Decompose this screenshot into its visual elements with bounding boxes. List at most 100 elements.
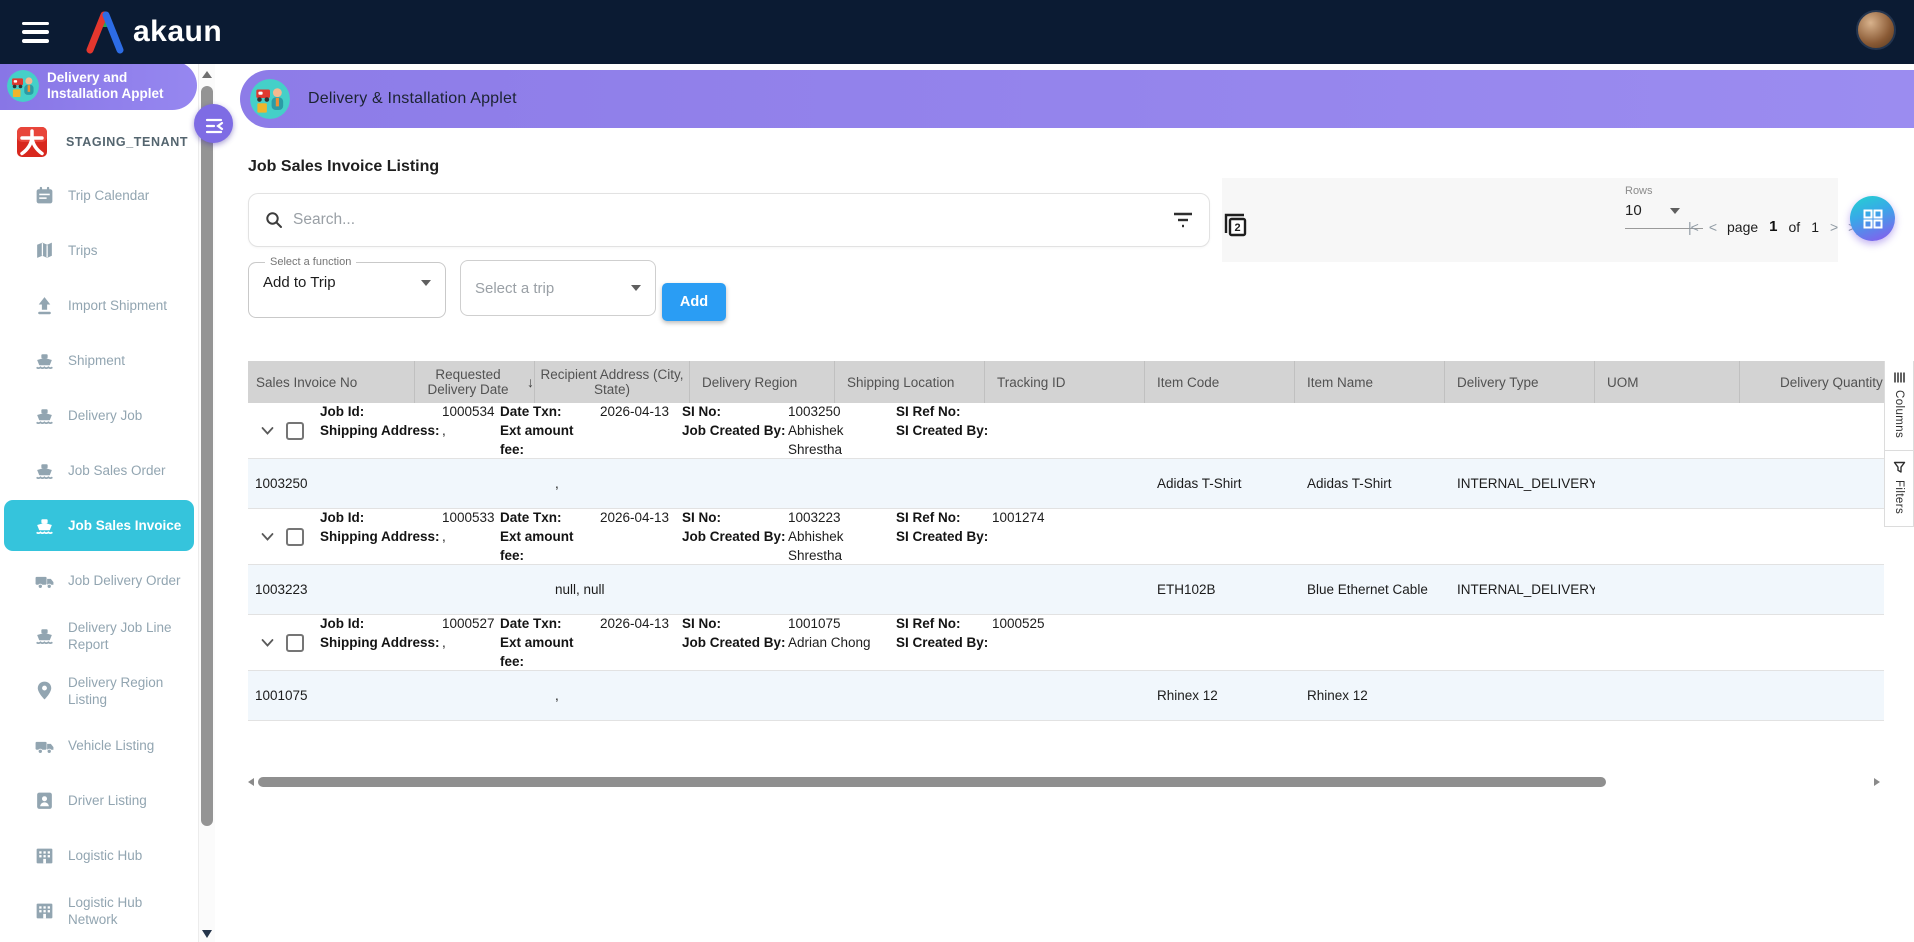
table-header-row: Sales Invoice No Requested Delivery Date… (248, 361, 1884, 403)
sidebar-scrollbar[interactable] (198, 64, 215, 942)
rows-per-page-control: Rows 10 (1625, 185, 1705, 229)
table-horizontal-scrollbar[interactable] (248, 774, 1884, 790)
applet-header: Delivery & Installation Applet (240, 70, 1914, 128)
sidebar-item-tenant[interactable]: STAGING_TENANT (0, 110, 198, 168)
col-item-code[interactable]: Item Code (1145, 361, 1295, 403)
pin-icon (37, 681, 52, 700)
brand-logo: akaun (85, 10, 222, 54)
invoice-table: Sales Invoice No Requested Delivery Date… (248, 361, 1884, 721)
menu-icon[interactable] (22, 21, 49, 43)
filters-tab[interactable]: Filters (1885, 451, 1913, 528)
columns-tab[interactable]: Columns (1885, 361, 1913, 452)
sidebar-item-logistic-hub-network[interactable]: Logistic Hub Network (0, 883, 198, 938)
user-avatar[interactable] (1856, 10, 1896, 50)
filter-list-icon[interactable] (1173, 212, 1193, 228)
applet-banner[interactable]: Delivery and Installation Applet (0, 61, 197, 110)
table-row-master: Job Id: 1000533 Date Txn: 2026-04-13 SI … (248, 509, 1884, 565)
col-shipping-location[interactable]: Shipping Location (835, 361, 985, 403)
sidebar-item-vehicle-listing[interactable]: Vehicle Listing (0, 718, 198, 773)
col-delivery-quantity[interactable]: Delivery Quantity (1780, 374, 1883, 390)
ship-icon (36, 409, 53, 425)
rows-per-page-select[interactable]: 10 (1625, 202, 1705, 219)
expand-row-button[interactable] (256, 426, 278, 436)
sort-desc-icon[interactable]: ↓ (527, 373, 534, 390)
chevron-down-icon (261, 638, 273, 647)
brand-name: akaun (133, 15, 223, 48)
applet-icon (7, 69, 39, 102)
function-select[interactable]: Select a function Add to Trip (248, 256, 446, 318)
sidebar-item-trip-calendar[interactable]: Trip Calendar (0, 168, 198, 223)
calendar-icon (36, 186, 53, 204)
truck-icon (35, 576, 54, 589)
scroll-down-arrow-icon[interactable] (202, 930, 212, 938)
table-row-detail: 1003223 null, null ETH102B Blue Ethernet… (248, 565, 1884, 615)
sidebar-item-driver-listing[interactable]: Driver Listing (0, 773, 198, 828)
pagination-controls: |< < page 1 of 1 > >| (1688, 218, 1859, 235)
sidebar-item-delivery-region-listing[interactable]: Delivery Region Listing (0, 663, 198, 718)
col-item-name[interactable]: Item Name (1295, 361, 1445, 403)
col-tracking-id[interactable]: Tracking ID (985, 361, 1145, 403)
prev-page-button[interactable]: < (1708, 218, 1717, 235)
first-page-button[interactable]: |< (1688, 218, 1699, 235)
filter-2-pages-icon[interactable]: 2 (1222, 211, 1248, 237)
expand-row-button[interactable] (256, 532, 278, 542)
horizontal-scrollbar-thumb[interactable] (258, 777, 1606, 787)
col-delivery-type[interactable]: Delivery Type (1445, 361, 1595, 403)
sidebar-item-job-sales-order[interactable]: Job Sales Order (0, 443, 198, 498)
sidebar-item-trips[interactable]: Trips (0, 223, 198, 278)
sidebar-item-import-shipment[interactable]: Import Shipment (0, 278, 198, 333)
ship-icon (36, 629, 53, 645)
table-side-tabs: Columns Filters (1884, 361, 1914, 528)
ship-icon (36, 519, 53, 535)
row-checkbox[interactable] (286, 633, 304, 652)
row-checkbox[interactable] (286, 421, 304, 440)
sidebar-item-shipment[interactable]: Shipment (0, 333, 198, 388)
applet-banner-title: Delivery and Installation Applet (47, 69, 164, 101)
view-switcher-button[interactable] (1850, 196, 1895, 241)
select-underline (1625, 228, 1703, 229)
chevron-down-icon (261, 426, 273, 435)
scroll-left-arrow-icon[interactable] (248, 778, 254, 786)
add-button[interactable]: Add (662, 283, 726, 321)
applet-icon (250, 79, 290, 119)
tenant-name: STAGING_TENANT (66, 135, 189, 149)
sidebar-item-logistic-hub[interactable]: Logistic Hub (0, 828, 198, 883)
upload-icon (38, 297, 51, 315)
sidebar-item-delivery-job-line-report[interactable]: Delivery Job Line Report (0, 608, 198, 663)
function-select-label: Select a function (270, 256, 352, 268)
search-input[interactable] (293, 211, 1163, 229)
trip-select[interactable]: Select a trip (460, 260, 656, 316)
svg-text:2: 2 (1234, 222, 1240, 234)
sidebar-scrollbar-thumb[interactable] (201, 86, 213, 826)
map-icon (37, 242, 52, 258)
driver-badge-icon (37, 792, 52, 809)
expand-row-button[interactable] (256, 638, 278, 648)
sidebar-item-job-delivery-order[interactable]: Job Delivery Order (0, 553, 198, 608)
sidebar-collapse-button[interactable] (194, 104, 233, 143)
scroll-up-arrow-icon[interactable] (202, 71, 212, 78)
table-row-master: Job Id: 1000527 Date Txn: 2026-04-13 SI … (248, 615, 1884, 671)
chevron-down-icon (631, 285, 641, 291)
truck-icon (35, 741, 54, 754)
col-delivery-region[interactable]: Delivery Region (690, 361, 835, 403)
col-uom[interactable]: UOM (1595, 361, 1740, 403)
chevron-down-icon (421, 279, 431, 286)
next-page-button[interactable]: > (1829, 218, 1838, 235)
master-fields: Job Id: 1000533 Date Txn: 2026-04-13 SI … (320, 510, 1045, 563)
search-bar[interactable] (248, 193, 1210, 247)
table-row-detail: 1001075 , Rhinex 12 Rhinex 12 (248, 671, 1884, 721)
col-requested-delivery-date[interactable]: Requested Delivery Date ↓ (415, 361, 535, 403)
building-icon (36, 848, 53, 864)
sidebar-item-delivery-job[interactable]: Delivery Job (0, 388, 198, 443)
grid-icon (1863, 209, 1882, 228)
master-fields: Job Id: 1000527 Date Txn: 2026-04-13 SI … (320, 616, 1045, 669)
master-fields: Job Id: 1000534 Date Txn: 2026-04-13 SI … (320, 404, 989, 457)
chevron-down-icon (1669, 207, 1680, 214)
col-recipient-address[interactable]: Recipient Address (City, State) (535, 361, 690, 403)
scroll-right-arrow-icon[interactable] (1874, 778, 1880, 786)
col-sales-invoice-no[interactable]: Sales Invoice No (248, 361, 415, 403)
sidebar-item-job-sales-invoice[interactable]: Job Sales Invoice (4, 500, 194, 551)
chevron-down-icon (261, 532, 273, 541)
row-checkbox[interactable] (286, 527, 304, 546)
table-row-detail: 1003250 , Adidas T-Shirt Adidas T-Shirt … (248, 459, 1884, 509)
